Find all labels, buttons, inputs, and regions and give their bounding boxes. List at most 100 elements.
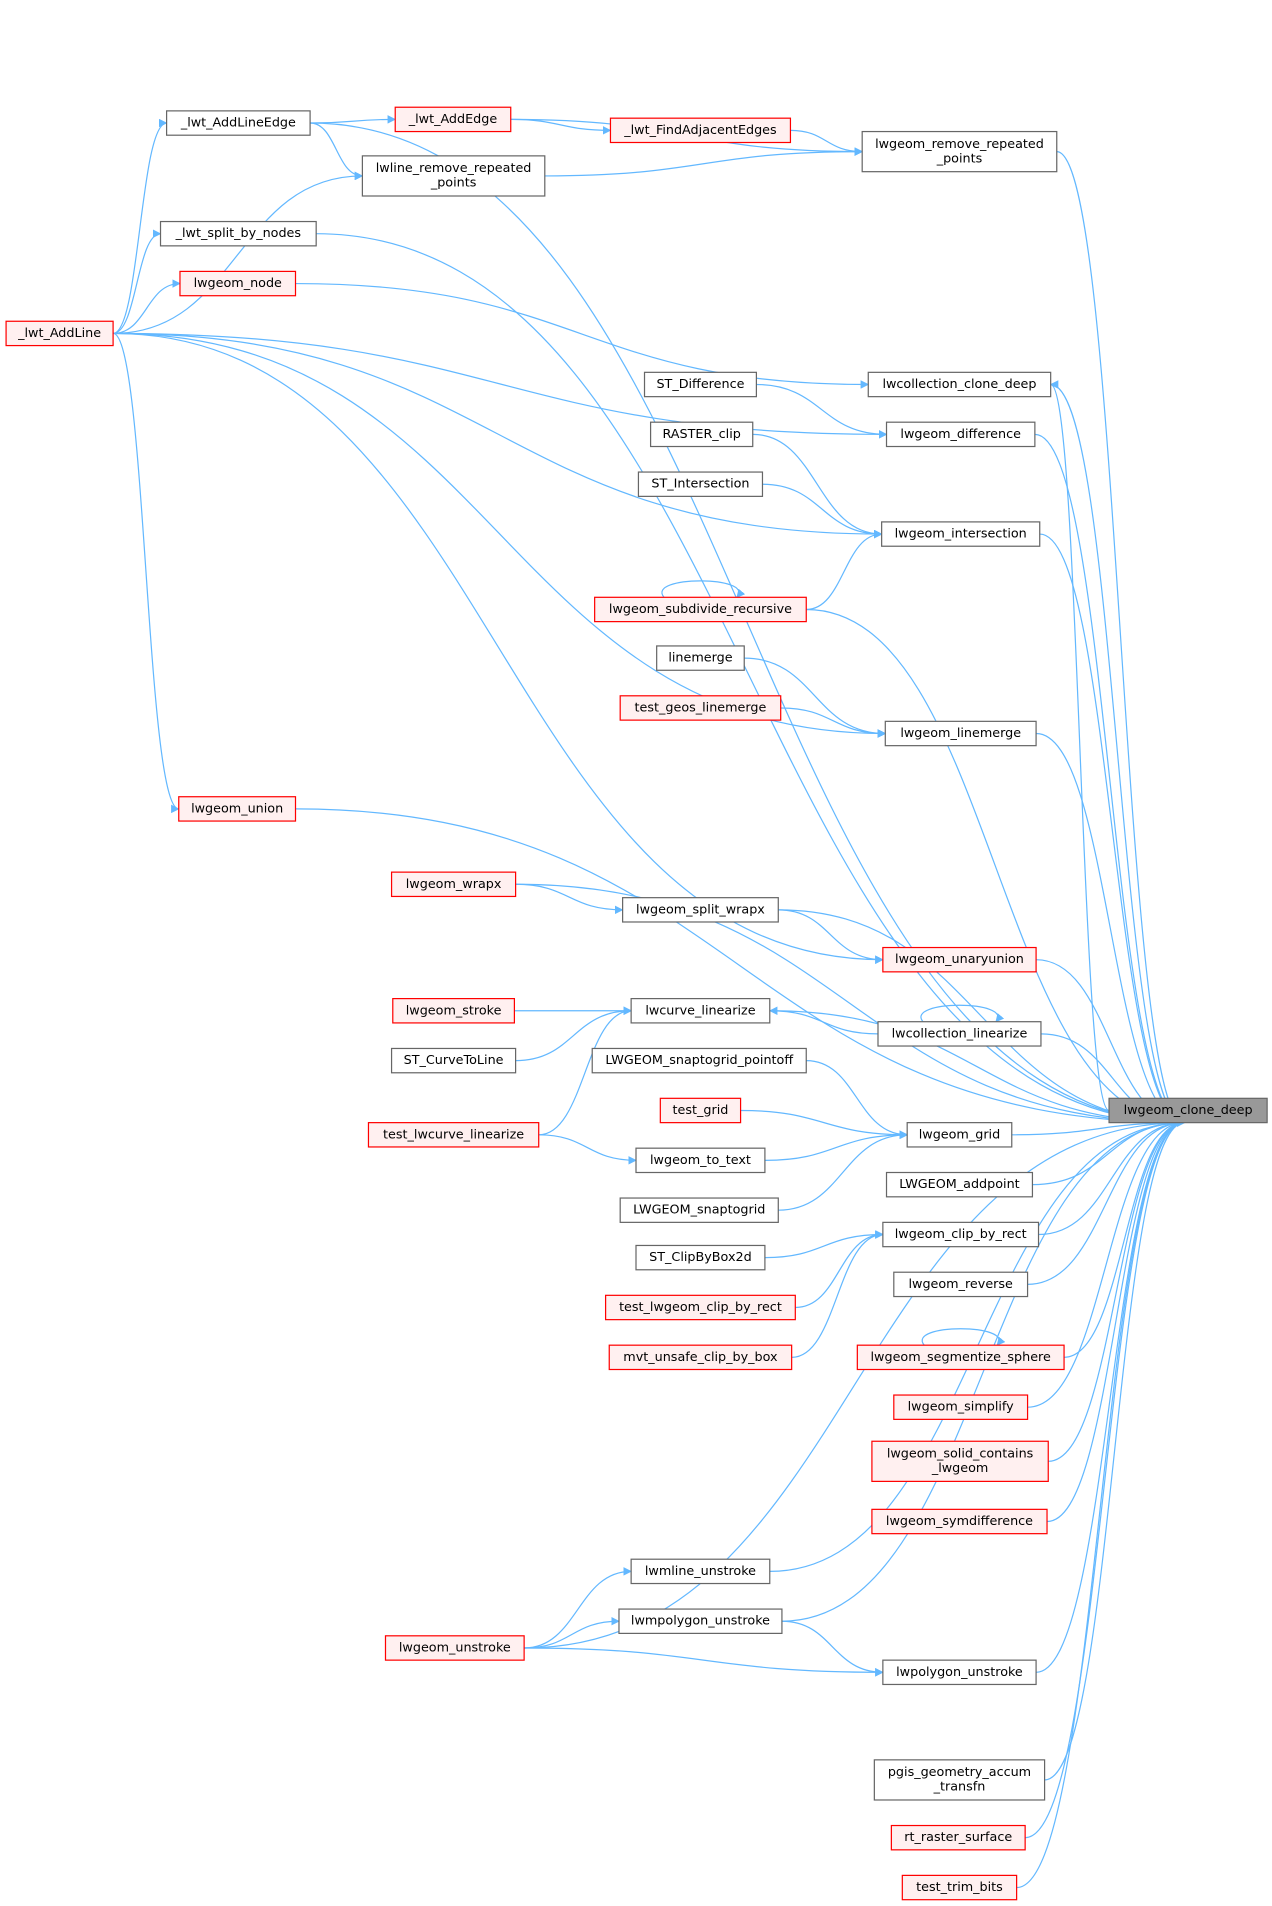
node-label: lwgeom_segmentize_sphere [871,1350,1052,1365]
node-label: RASTER_clip [662,427,740,442]
call-edge [806,1060,909,1140]
call-edge [113,332,888,439]
node-label: lwgeom_subdivide_recursive [609,602,792,617]
call-edge [1036,1118,1186,1673]
node-label: pgis_geometry_accum [888,1765,1031,1780]
graph-node [608,1344,793,1371]
graph-node [901,1874,1018,1901]
call-edge [524,1616,620,1649]
node-label: lwgeom_grid [919,1127,1000,1142]
graph-node [390,871,517,898]
graph-node [637,471,764,497]
graph-node [591,1047,807,1074]
graph-node [178,796,297,822]
call-edge [310,122,364,181]
call-edge [1044,1118,1186,1781]
call-edge [1039,533,1186,1127]
call-edge [764,1130,909,1161]
node-label: LWGEOM_addpoint [899,1177,1019,1192]
node-label: test_lwcurve_linearize [383,1127,524,1142]
call-edge [744,657,887,738]
node-label: lwmline_unstroke [645,1564,756,1579]
node-label: _transfn [933,1780,986,1795]
call-edge [806,608,1186,1127]
node-label: ST_CurveToLine [404,1053,504,1068]
call-edge [768,1006,878,1035]
call-edge [1027,1118,1186,1285]
call-edge [295,282,870,389]
graph-node [893,1271,1029,1298]
node-label: lwgeom_intersection [895,527,1027,542]
node-label: rt_raster_surface [904,1830,1012,1845]
node-label: ST_ClipByBox2d [649,1250,752,1265]
call-edge [762,483,883,539]
graph-node [893,1394,1029,1420]
graph-node [159,220,317,247]
call-edge [780,707,887,738]
graph-node [890,1824,1026,1851]
node-label: _lwt_FindAdjacentEdges [623,123,777,138]
graph-node [861,130,1058,173]
graph-node [885,1171,1034,1198]
graph-node [867,371,1052,398]
node-label: lwgeom_unaryunion [895,952,1024,967]
graph-node [856,1344,1065,1371]
graph-node [635,1244,766,1271]
node-label: ST_Intersection [651,477,749,492]
graph-node [649,421,754,448]
graph-node [635,1147,766,1174]
call-edge [112,229,162,335]
call-edge [1036,732,1186,1127]
graph-node [609,117,792,144]
call-edge [515,1006,632,1062]
call-edge [740,1109,909,1140]
call-edge [1064,1118,1186,1358]
node-label: lwmpolygon_unstroke [631,1614,770,1629]
call-edge [778,909,884,964]
graph-node [619,695,782,721]
graph-node [884,720,1037,747]
call-edge [1047,1118,1186,1523]
self-edge [921,1328,1006,1346]
call-edge [1048,1118,1186,1462]
node-label: lwgeom_symdifference [886,1514,1033,1529]
call-edge [510,118,612,135]
graph-node [659,1097,742,1124]
call-edge [1050,383,1186,1127]
call-edge [778,1130,909,1211]
graph-node [656,645,745,671]
node-label: lwgeom_wrapx [406,877,502,892]
node-label: _lwgeom [931,1461,989,1476]
call-edge [113,332,883,539]
node-label: lwgeom_clip_by_rect [895,1227,1027,1242]
call-edge [112,118,168,335]
graph-node [885,421,1036,448]
graph-node [619,1197,779,1223]
graph-node [882,1221,1040,1248]
call-edge [524,1567,632,1649]
call-edge [791,1230,884,1358]
self-edge [661,580,746,598]
self-edge [920,1004,1005,1023]
graph-node [877,1021,1042,1047]
node-label: test_grid [673,1103,729,1118]
call-edge [790,129,864,156]
graph-node [630,1558,771,1585]
call-edge [538,1006,632,1136]
call-edge [316,233,1186,1127]
graph-node [390,1047,517,1074]
graph-node [871,1440,1049,1482]
call-edge [1027,1118,1186,1408]
graph-node [392,997,516,1024]
call-edge [538,1134,637,1165]
node-label: lwline_remove_repeated [376,161,532,176]
node-label: LWGEOM_snaptogrid_pointoff [605,1053,794,1068]
call-edge [752,433,883,539]
graph-node [906,1122,1013,1148]
node-label: lwgeom_solid_contains [887,1447,1034,1462]
node-label: ST_Difference [656,377,744,392]
node-label: _lwt_split_by_nodes [175,226,302,241]
node-label: lwgeom_reverse [908,1277,1013,1292]
call-edge [1049,380,1110,1112]
